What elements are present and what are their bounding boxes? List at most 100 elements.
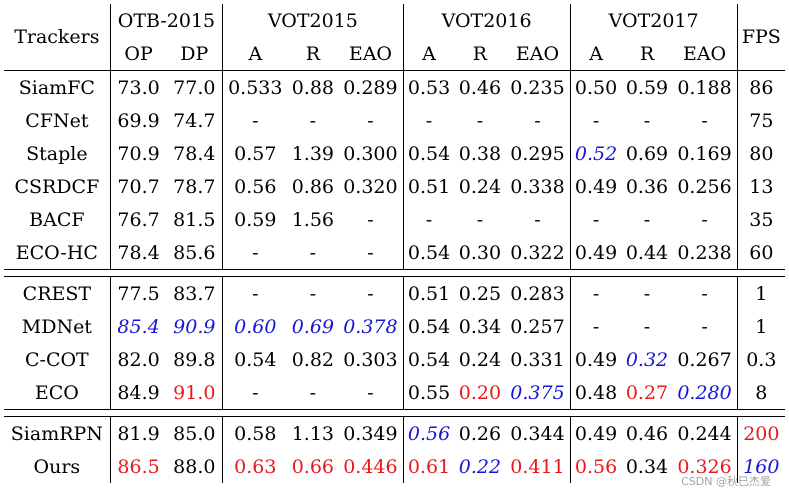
table-cell: 88.0 <box>166 450 224 483</box>
table-cell: 89.8 <box>166 343 224 376</box>
table-cell: 0.50 <box>570 70 622 104</box>
separator-cell <box>4 409 785 417</box>
table-cell: - <box>338 376 404 410</box>
table-cell: - <box>309 109 317 132</box>
table-cell: 0.57 <box>234 142 277 165</box>
vot2015-header: VOT2015 <box>222 4 404 37</box>
table-cell: 85.6 <box>166 236 224 270</box>
table-cell: 0.300 <box>338 137 404 170</box>
table-cell: 0.169 <box>672 137 738 170</box>
table-cell: 80 <box>749 142 774 165</box>
table-cell: 0.322 <box>505 236 571 270</box>
table-cell: 1 <box>755 315 768 338</box>
tracker-name: CSRDCF <box>4 170 111 203</box>
table-cell: - <box>252 381 259 404</box>
table-cell: 200 <box>737 416 785 450</box>
fps-header: FPS <box>741 26 781 48</box>
table-cell: - <box>222 276 288 310</box>
header-row-metrics: OP DP A R EAO A R EAO A R EAO <box>4 37 785 71</box>
table-cell: 0.22 <box>458 455 502 478</box>
table-cell: - <box>672 203 738 236</box>
table-cell: 77.5 <box>110 276 167 310</box>
table-cell: 0.244 <box>672 416 738 450</box>
table-cell: - <box>252 109 259 132</box>
table-row: SiamFC 73.0 77.0 0.533 0.88 0.289 0.53 0.46 0.23… <box>4 70 785 104</box>
table-cell: 0.54 <box>407 315 451 338</box>
table-cell: - <box>309 241 317 264</box>
table-cell: - <box>643 109 651 132</box>
table-cell: - <box>338 104 404 137</box>
table-cell: 0.20 <box>458 381 502 404</box>
table-cell: - <box>338 203 404 236</box>
table-cell: - <box>425 109 433 132</box>
table-row: CFNet 69.9 74.7- - - - - - - - -75 <box>4 104 785 137</box>
table-cell: 1 <box>737 276 785 310</box>
table-cell: 0.63 <box>234 455 277 478</box>
table-cell: 90.9 <box>166 310 224 343</box>
table-cell: 0.27 <box>625 381 669 404</box>
table-cell: - <box>570 276 622 310</box>
metric-header: R <box>621 37 673 71</box>
table-cell: 0.326 <box>672 450 738 483</box>
table-row: CREST 77.5 83.7- - -0.51 0.25 0.283- - -1 <box>4 276 785 310</box>
table-cell: 35 <box>749 208 774 231</box>
table-cell: 0.51 <box>407 175 451 198</box>
trackers-header: Trackers <box>4 4 111 71</box>
table-cell: - <box>252 241 259 264</box>
tracker-name: ECO <box>4 376 111 410</box>
table-cell: 85.4 <box>117 315 160 338</box>
table-cell: 85.0 <box>166 416 224 450</box>
table-cell: - <box>621 276 673 310</box>
table-cell: 0.46 <box>454 70 506 104</box>
table-row: ECO 84.9 91.0- - -0.55 0.20 0.375 0.48 0.27 0.280… <box>4 376 785 410</box>
table-cell: - <box>672 104 738 137</box>
table-cell: 0.82 <box>291 348 335 371</box>
results-table: Trackers OTB-2015 VOT2015 VOT2016 VOT201… <box>4 4 785 483</box>
table-cell: 0.235 <box>505 70 571 104</box>
metric-header: EAO <box>672 37 738 71</box>
table-row: C-COT 82.0 89.8 0.54 0.82 0.303 0.54 0.24 0.331 0… <box>4 343 785 376</box>
table-cell: 0.289 <box>338 70 404 104</box>
table-cell: 0.69 <box>625 142 669 165</box>
tracker-name: ECO-HC <box>4 236 111 270</box>
table-cell: 0.59 <box>234 208 277 231</box>
table-cell: - <box>425 208 433 231</box>
table-row: Ours 86.5 88.0 0.63 0.66 0.446 0.61 0.22 0.411 0.… <box>4 450 785 483</box>
header-row-groups: Trackers OTB-2015 VOT2015 VOT2016 VOT201… <box>4 4 785 71</box>
table-cell: 0.320 <box>338 170 404 203</box>
table-cell: 0.46 <box>621 416 673 450</box>
table-cell: 0.349 <box>338 416 404 450</box>
table-row: ECO-HC 78.4 85.6- - -0.54 0.30 0.322 0.49 0.44 0.… <box>4 236 785 270</box>
table-cell: 0.54 <box>407 241 451 264</box>
table-cell: 0.256 <box>672 170 738 203</box>
table-cell: - <box>592 315 600 338</box>
table-cell: 69.9 <box>117 109 160 132</box>
table-cell: 8 <box>755 381 768 404</box>
table-cell: - <box>643 315 651 338</box>
metric-header: OP <box>110 37 167 71</box>
table-cell: - <box>309 381 317 404</box>
metric-header: R <box>454 37 506 71</box>
table-cell: 77.0 <box>166 70 224 104</box>
tracker-name: Ours <box>4 450 111 483</box>
tracker-name: SiamRPN <box>4 416 111 450</box>
table-cell: 83.7 <box>166 276 224 310</box>
metric-header: R <box>287 37 339 71</box>
table-cell: - <box>643 208 651 231</box>
table-cell: 0.331 <box>505 343 571 376</box>
table-cell: 0.56 <box>234 175 277 198</box>
table-cell: 78.7 <box>166 170 224 203</box>
table-cell: 0.283 <box>505 276 571 310</box>
metric-header: EAO <box>505 37 571 71</box>
table-cell: 0.54 <box>407 348 451 371</box>
table-cell: 0.295 <box>505 137 571 170</box>
table-cell: 0.54 <box>407 142 451 165</box>
table-cell: - <box>505 203 571 236</box>
table-cell: - <box>476 109 484 132</box>
table-cell: 75 <box>749 109 774 132</box>
table-cell: 0.66 <box>291 455 335 478</box>
table-cell: 0.24 <box>458 348 502 371</box>
table-cell: 0.86 <box>291 175 335 198</box>
table-cell: 0.533 <box>222 70 288 104</box>
table-cell: 0.25 <box>454 276 506 310</box>
